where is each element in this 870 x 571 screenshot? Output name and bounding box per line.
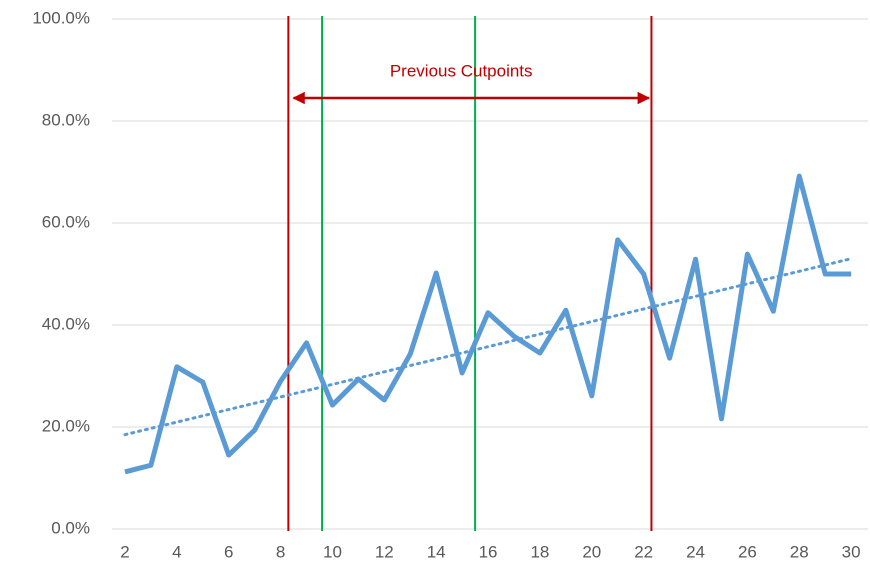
x-tick-label: 20 bbox=[582, 542, 601, 561]
x-tick-label: 22 bbox=[634, 542, 653, 561]
x-tick-label: 18 bbox=[530, 542, 549, 561]
y-tick-label: 20.0% bbox=[42, 416, 90, 435]
x-tick-label: 24 bbox=[686, 542, 705, 561]
x-tick-label: 6 bbox=[224, 542, 233, 561]
trendline bbox=[123, 257, 853, 437]
y-tick-label: 100.0% bbox=[32, 8, 90, 27]
x-tick-label: 12 bbox=[375, 542, 394, 561]
x-tick-label: 4 bbox=[172, 542, 181, 561]
y-tick-label: 60.0% bbox=[42, 212, 90, 231]
x-tick-label: 26 bbox=[738, 542, 757, 561]
x-tick-label: 16 bbox=[479, 542, 498, 561]
x-tick-label: 30 bbox=[842, 542, 861, 561]
x-tick-label: 14 bbox=[427, 542, 446, 561]
y-tick-label: 0.0% bbox=[51, 518, 90, 537]
data-line bbox=[124, 173, 852, 475]
y-tick-label: 40.0% bbox=[42, 314, 90, 333]
annotation-text: Previous Cutpoints bbox=[390, 61, 533, 80]
x-tick-label: 8 bbox=[276, 542, 285, 561]
x-tick-label: 10 bbox=[323, 542, 342, 561]
y-tick-label: 80.0% bbox=[42, 110, 90, 129]
x-tick-label: 28 bbox=[790, 542, 809, 561]
x-tick-label: 2 bbox=[120, 542, 129, 561]
